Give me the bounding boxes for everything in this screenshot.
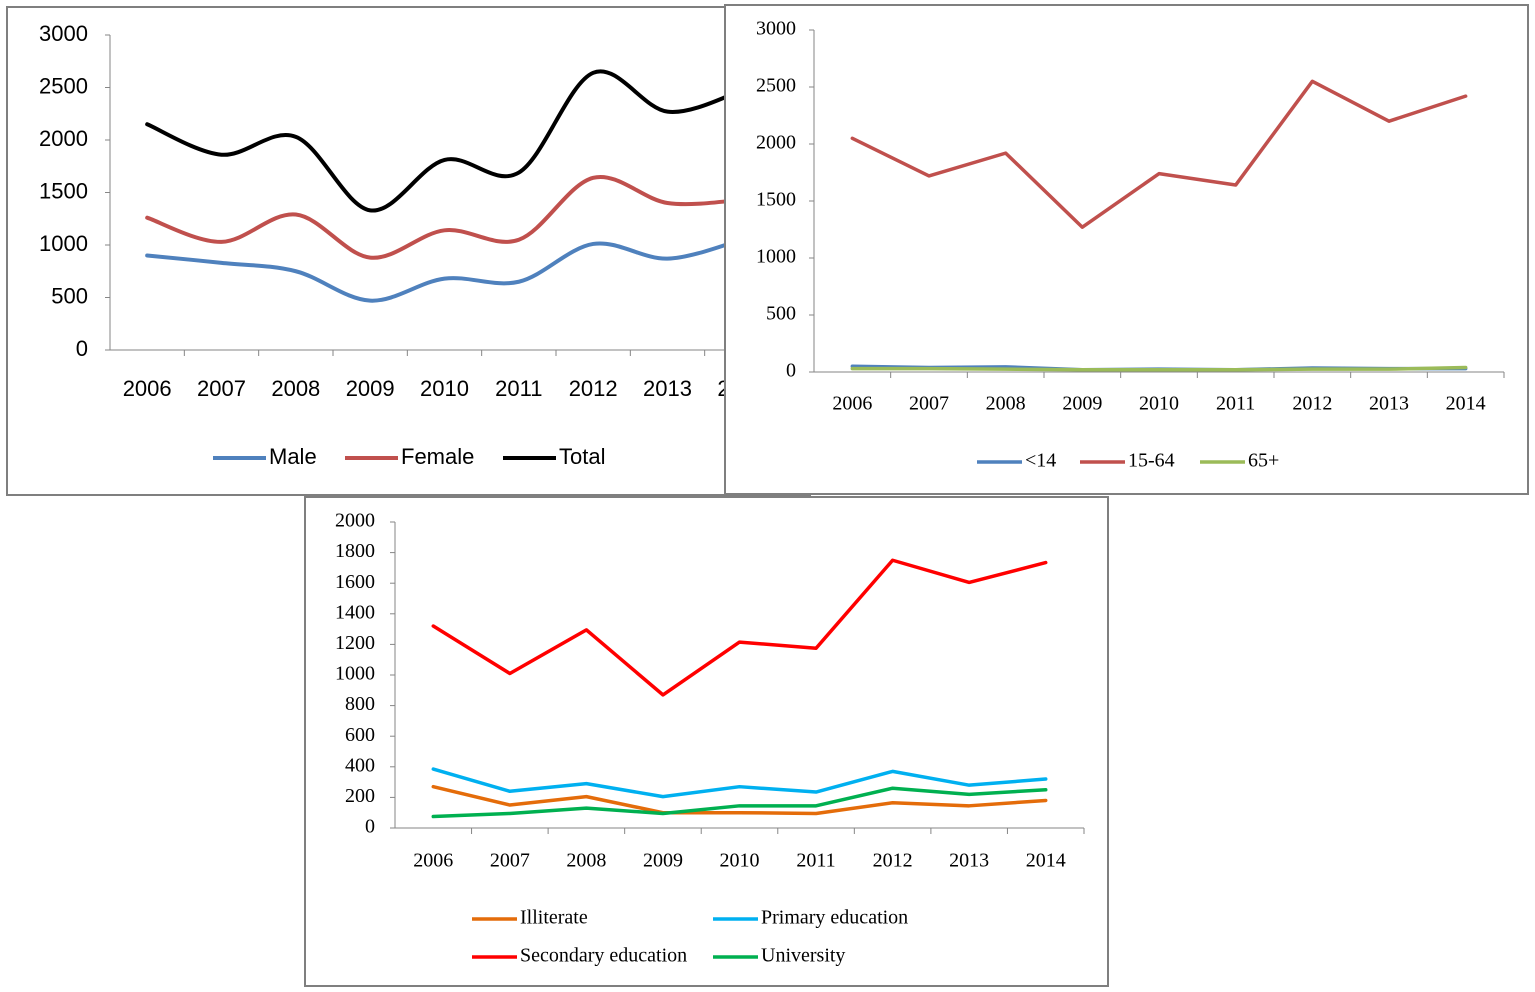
y-tick-label: 2500: [756, 75, 796, 97]
chart-panel: [6, 6, 811, 496]
y-tick-label: 2000: [335, 510, 375, 532]
chart-panel: [724, 4, 1529, 495]
y-tick-label: 200: [345, 785, 375, 807]
y-tick-label: 1600: [335, 571, 375, 593]
x-tick-label: 2006: [832, 393, 872, 415]
series-line: [431, 784, 1048, 816]
y-tick-label: 2000: [39, 126, 88, 151]
x-tick-label: 2006: [413, 850, 453, 872]
x-tick-label: 2009: [643, 850, 683, 872]
x-tick-label: 2014: [1446, 393, 1486, 415]
x-tick-label: 2011: [1216, 393, 1255, 415]
x-tick-label: 2008: [271, 376, 320, 401]
y-tick-label: 1800: [335, 540, 375, 562]
x-tick-label: 2012: [569, 376, 618, 401]
legend-label: Male: [269, 444, 317, 469]
y-tick-label: 2500: [39, 73, 88, 98]
legend-label: 15-64: [1128, 450, 1175, 472]
x-tick-label: 2012: [873, 850, 913, 872]
x-tick-label: 2007: [909, 393, 949, 415]
legend-label: Secondary education: [520, 945, 687, 967]
x-tick-label: 2011: [495, 376, 542, 401]
y-tick-label: 1200: [335, 632, 375, 654]
x-tick-label: 2006: [123, 376, 172, 401]
legend-label: Primary education: [761, 907, 908, 929]
legend-label: <14: [1025, 450, 1056, 472]
y-tick-label: 1000: [335, 663, 375, 685]
x-tick-label: 2012: [1292, 393, 1332, 415]
y-tick-label: 3000: [756, 18, 796, 40]
legend-label: Total: [559, 444, 605, 469]
series-line: [431, 767, 1048, 799]
legend-label: Illiterate: [520, 907, 588, 929]
y-tick-label: 400: [345, 754, 375, 776]
legend-label: University: [761, 945, 845, 967]
series-line: [145, 174, 744, 260]
y-tick-label: 0: [76, 336, 88, 361]
y-tick-label: 0: [786, 360, 796, 382]
y-tick-label: 1500: [39, 178, 88, 203]
series-line: [145, 237, 744, 303]
legend-label: 65+: [1248, 450, 1279, 472]
x-tick-label: 2013: [949, 850, 989, 872]
x-tick-label: 2010: [1139, 393, 1179, 415]
y-tick-label: 1500: [756, 189, 796, 211]
y-tick-label: 1400: [335, 601, 375, 623]
y-tick-label: 500: [766, 303, 796, 325]
x-tick-label: 2009: [1062, 393, 1102, 415]
chart-panel: [304, 496, 1109, 987]
y-tick-label: 1000: [756, 246, 796, 268]
series-line: [850, 365, 1468, 372]
series-line: [431, 558, 1048, 697]
x-tick-label: 2007: [197, 376, 246, 401]
x-tick-label: 2008: [566, 850, 606, 872]
series-line: [431, 786, 1048, 819]
x-tick-label: 2010: [720, 850, 760, 872]
series-line: [145, 69, 744, 213]
y-tick-label: 1000: [39, 231, 88, 256]
y-tick-label: 2000: [756, 132, 796, 154]
y-tick-label: 600: [345, 724, 375, 746]
x-tick-label: 2010: [420, 376, 469, 401]
y-tick-label: 800: [345, 693, 375, 715]
x-tick-label: 2007: [490, 850, 530, 872]
y-tick-label: 3000: [39, 21, 88, 46]
x-tick-label: 2009: [346, 376, 395, 401]
legend-label: Female: [401, 444, 474, 469]
x-tick-label: 2008: [986, 393, 1026, 415]
y-tick-label: 0: [365, 816, 375, 838]
x-tick-label: 2014: [1026, 850, 1066, 872]
x-tick-label: 2013: [643, 376, 692, 401]
x-tick-label: 2013: [1369, 393, 1409, 415]
x-tick-label: 2011: [796, 850, 835, 872]
series-line: [850, 79, 1468, 229]
y-tick-label: 500: [51, 283, 88, 308]
